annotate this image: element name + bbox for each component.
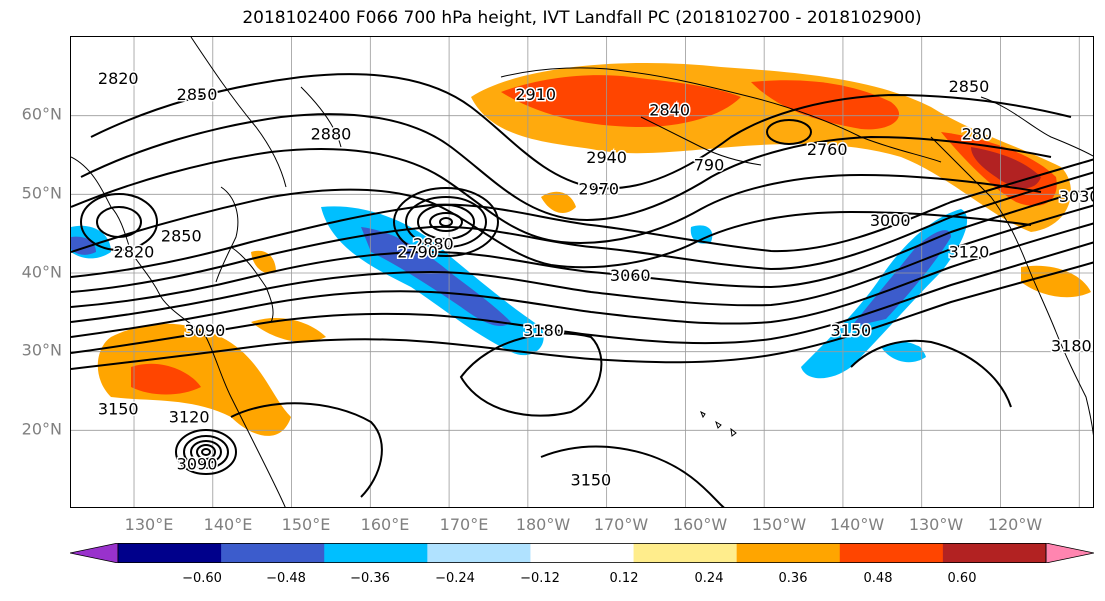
colorbar xyxy=(70,543,1094,563)
contour-label: 2880 xyxy=(413,234,454,253)
lon-label: 140°W xyxy=(829,515,885,534)
contour-label: 280 xyxy=(962,124,993,143)
lon-label: 180°W xyxy=(515,515,571,534)
colorbar-segment xyxy=(118,543,222,563)
colorbar-extend-low xyxy=(70,543,119,563)
contour-label: 3180 xyxy=(1051,337,1092,356)
lon-label: 170°E xyxy=(439,515,489,534)
colorbar-segment xyxy=(942,543,1047,563)
contour-label: 3180 xyxy=(523,321,564,340)
colorbar-tick-label: −0.12 xyxy=(520,571,560,586)
lon-label: 140°E xyxy=(203,515,253,534)
contour-label: 3150 xyxy=(571,470,612,489)
colorbar-frame xyxy=(117,543,1047,563)
contour-label: 3120 xyxy=(169,407,210,426)
colorbar-tick-label: 0.12 xyxy=(609,571,639,586)
lon-label: 160°E xyxy=(360,515,410,534)
contour-label: 2880 xyxy=(311,124,352,143)
colorbar-tick-label: −0.60 xyxy=(182,571,222,586)
contour-label: 2820 xyxy=(98,69,139,88)
contour-label: 3030 xyxy=(1059,187,1094,206)
contour-label: 3090 xyxy=(185,321,226,340)
colorbar-tick-label: 0.24 xyxy=(694,571,724,586)
lon-label: 150°W xyxy=(751,515,807,534)
colorbar-tick-label: 0.48 xyxy=(863,571,893,586)
colorbar-segment xyxy=(633,543,738,563)
contour-label: 2820 xyxy=(114,242,155,261)
contour-label: 3000 xyxy=(870,211,911,230)
map-canvas: 2820 2850 2880 2910 2840 2940 2970 790 2760 2850 2… xyxy=(71,37,1094,507)
colorbar-tick-label: 0.36 xyxy=(778,571,808,586)
contour-label: 2840 xyxy=(649,101,690,120)
contour-label: 2790 xyxy=(397,242,438,261)
height-contours xyxy=(71,73,1093,507)
colorbar-tick-label: −0.48 xyxy=(266,571,306,586)
lon-label: 130°W xyxy=(908,515,964,534)
lon-label: 160°W xyxy=(672,515,728,534)
colorbar-segment xyxy=(530,543,635,563)
contour-label: 3120 xyxy=(949,242,990,261)
contour-label: 2850 xyxy=(949,77,990,96)
lon-label: 170°W xyxy=(593,515,649,534)
contour-label: 3150 xyxy=(98,400,139,419)
contour-label: 2760 xyxy=(807,140,848,159)
contour-label: 2850 xyxy=(177,85,218,104)
contour-label: 790 xyxy=(694,156,725,175)
colorbar-segment xyxy=(736,543,841,563)
colorbar-tick-label: −0.36 xyxy=(350,571,390,586)
contour-label: 3060 xyxy=(610,266,651,285)
lat-label-60n: 60°N xyxy=(21,104,62,124)
lat-label-40n: 40°N xyxy=(21,262,62,282)
colorbar-segment xyxy=(839,543,944,563)
lat-label-50n: 50°N xyxy=(21,183,62,203)
lon-label: 150°E xyxy=(281,515,331,534)
contour-label: 2850 xyxy=(161,227,202,246)
colorbar-segment xyxy=(324,543,428,563)
contour-labels: 2820 2850 2880 2910 2840 2940 2970 790 2760 2850 2… xyxy=(96,68,1094,491)
lon-label: 120°W xyxy=(987,515,1043,534)
colorbar-tick-label: 0.60 xyxy=(947,571,977,586)
colorbar-extend-high xyxy=(1045,543,1094,563)
map-title: 2018102400 F066 700 hPa height, IVT Land… xyxy=(242,8,922,28)
map-panel: 2820 2850 2880 2910 2840 2940 2970 790 2760 2850 2… xyxy=(70,36,1094,508)
contour-label: 2910 xyxy=(515,85,556,104)
contour-label: 3090 xyxy=(177,455,218,474)
contour-label: 2940 xyxy=(586,148,627,167)
lat-label-20n: 20°N xyxy=(21,419,62,439)
colorbar-segment xyxy=(221,543,325,563)
colorbar-tick-label: −0.24 xyxy=(435,571,475,586)
lon-label: 130°E xyxy=(124,515,174,534)
lat-label-30n: 30°N xyxy=(21,340,62,360)
colorbar-segment xyxy=(427,543,531,563)
contour-label: 3150 xyxy=(830,321,871,340)
contour-label: 2970 xyxy=(578,179,619,198)
